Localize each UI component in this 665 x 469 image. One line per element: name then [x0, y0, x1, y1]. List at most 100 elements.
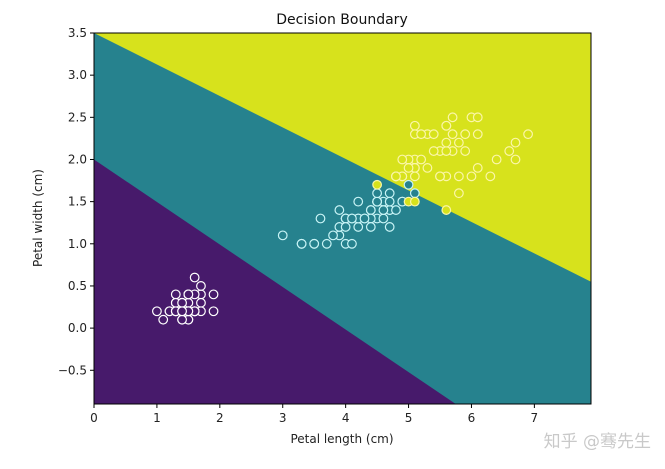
data-point: [447, 112, 458, 123]
x-tick-label: 5: [405, 411, 413, 425]
data-point: [416, 129, 427, 140]
x-tick-label: 0: [90, 411, 98, 425]
data-point: [453, 188, 464, 199]
data-point: [403, 163, 414, 173]
watermark: 知乎 @骞先生: [543, 432, 651, 452]
data-point: [460, 129, 471, 140]
region-class-2: [94, 33, 591, 282]
data-point: [435, 171, 445, 182]
data-point: [485, 171, 496, 182]
data-point: [170, 289, 181, 300]
x-tick-label: 2: [216, 411, 224, 425]
data-point: [472, 129, 483, 140]
x-tick-label: 7: [531, 411, 539, 425]
data-point: [409, 196, 420, 207]
data-point: [365, 205, 376, 215]
y-tick-label: 0.0: [68, 321, 87, 335]
data-point: [453, 137, 464, 148]
y-tick-label: 0.5: [68, 279, 87, 293]
data-point: [409, 120, 420, 131]
data-point: [409, 171, 420, 182]
data-point: [177, 314, 187, 325]
data-point: [391, 171, 401, 182]
data-point: [208, 306, 219, 317]
data-point: [196, 281, 206, 291]
data-point: [372, 179, 383, 190]
data-point: [177, 306, 187, 317]
data-point: [491, 154, 502, 165]
region-class-0: [94, 159, 591, 404]
data-point: [177, 297, 187, 308]
y-tick-label: 1.5: [68, 195, 87, 209]
data-point: [334, 205, 345, 215]
chart-title: Decision Boundary: [276, 12, 407, 28]
data-point: [158, 314, 169, 325]
y-tick-label: 3.5: [68, 26, 87, 40]
data-point: [372, 196, 383, 207]
data-point: [347, 213, 357, 224]
data-point: [183, 289, 194, 300]
data-point: [441, 205, 452, 215]
data-point: [378, 213, 389, 224]
data-point: [447, 129, 458, 140]
data-point: [384, 188, 395, 199]
x-tick-label: 1: [153, 411, 161, 425]
x-tick-label: 6: [468, 411, 476, 425]
data-point: [208, 289, 219, 300]
y-tick-label: 1.0: [68, 237, 87, 251]
data-point: [196, 297, 206, 308]
data-point: [189, 272, 200, 283]
data-point: [409, 188, 420, 199]
y-axis-label: Petal width (cm): [31, 169, 45, 267]
data-point: [428, 146, 439, 156]
data-point: [315, 213, 326, 224]
data-point: [397, 154, 408, 165]
y-tick-label: 2.5: [68, 110, 87, 124]
data-point: [328, 230, 338, 241]
data-point: [441, 120, 452, 131]
data-point: [453, 171, 464, 182]
plot-frame: [93, 32, 592, 405]
data-point: [321, 238, 332, 249]
data-point: [472, 112, 483, 123]
data-point: [309, 238, 320, 249]
data-point: [384, 196, 395, 207]
y-tick-label: 3.0: [68, 68, 87, 82]
data-point: [460, 146, 471, 156]
data-point: [416, 154, 427, 165]
data-point: [403, 179, 414, 190]
plot-area: [93, 32, 592, 405]
x-tick-label: 3: [279, 411, 287, 425]
x-axis-label: Petal length (cm): [290, 432, 393, 446]
series-0: [152, 272, 219, 325]
data-point: [466, 171, 477, 182]
y-tick-label: 2.0: [68, 152, 87, 166]
data-point: [296, 238, 307, 249]
data-point: [523, 129, 533, 140]
data-point: [504, 146, 515, 156]
x-axis: 0 1 2 3 4 5 6 7: [90, 404, 538, 425]
data-point: [378, 205, 389, 215]
data-point: [347, 238, 357, 249]
y-axis: −0.5 0.0 0.5 1.0 1.5 2.0 2.5 3.0 3.5: [58, 26, 94, 377]
data-point: [152, 306, 162, 317]
data-point: [340, 222, 351, 232]
data-point: [472, 163, 483, 173]
data-point: [277, 230, 288, 241]
data-point: [353, 222, 364, 232]
data-point: [372, 188, 383, 199]
data-point: [428, 129, 439, 140]
regions: [94, 33, 591, 404]
data-point: [422, 163, 433, 173]
data-point: [391, 205, 401, 215]
data-point: [353, 196, 364, 207]
y-tick-label: −0.5: [58, 363, 87, 377]
data-point: [510, 154, 521, 165]
data-point: [510, 137, 521, 148]
series-2: [372, 112, 533, 215]
data-point: [359, 213, 370, 224]
x-tick-label: 4: [342, 411, 350, 425]
data-point: [384, 222, 395, 232]
data-point: [441, 137, 452, 148]
